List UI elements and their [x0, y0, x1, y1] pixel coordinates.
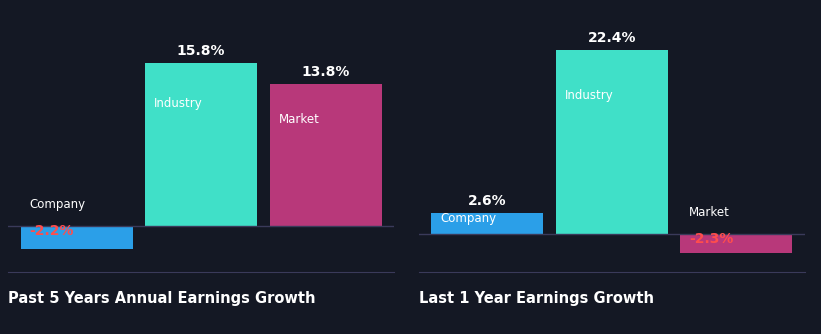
Text: Company: Company — [440, 212, 496, 225]
Text: Market: Market — [278, 113, 319, 126]
Text: Market: Market — [689, 206, 730, 219]
Text: 15.8%: 15.8% — [177, 44, 226, 58]
Text: Past 5 Years Annual Earnings Growth: Past 5 Years Annual Earnings Growth — [8, 291, 316, 306]
Text: Company: Company — [30, 198, 85, 211]
Text: -2.3%: -2.3% — [689, 232, 733, 246]
Text: 2.6%: 2.6% — [468, 194, 507, 208]
Text: Industry: Industry — [565, 89, 613, 102]
Bar — [680, 234, 792, 253]
Bar — [145, 63, 257, 226]
Text: Last 1 Year Earnings Growth: Last 1 Year Earnings Growth — [419, 291, 654, 306]
Text: Industry: Industry — [154, 98, 203, 111]
Text: 13.8%: 13.8% — [301, 65, 350, 79]
Bar — [431, 213, 544, 234]
Bar — [21, 226, 133, 248]
Bar — [556, 50, 667, 234]
Text: -2.2%: -2.2% — [30, 223, 74, 237]
Bar — [269, 84, 382, 226]
Text: 22.4%: 22.4% — [587, 31, 636, 45]
